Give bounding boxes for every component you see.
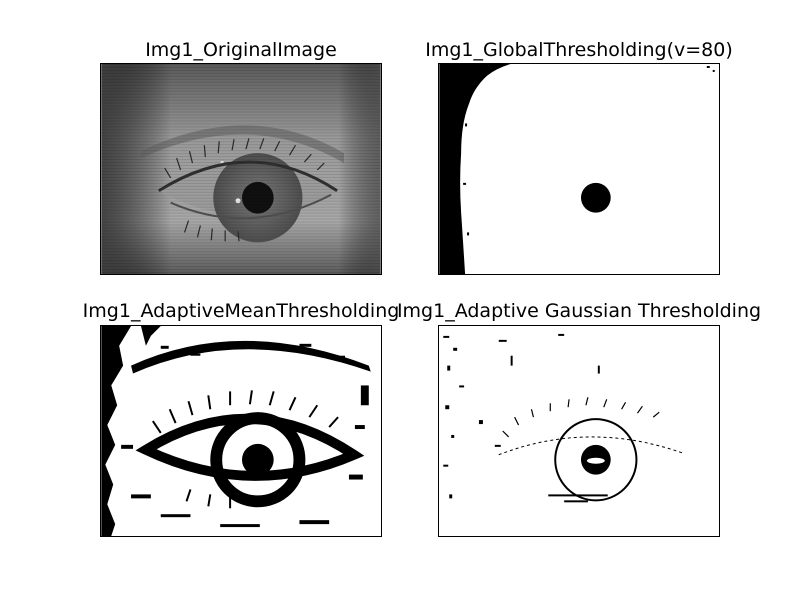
panel-title-global: Img1_GlobalThresholding(v=80) — [425, 39, 733, 61]
original-eye-image — [101, 64, 381, 274]
panel-adaptive-gaussian — [438, 325, 720, 537]
panel-title-adaptive-mean: Img1_AdaptiveMeanThresholding — [82, 300, 400, 322]
adaptive-mean-image — [101, 326, 381, 536]
panel-adaptive-mean — [100, 325, 382, 537]
panel-original-image — [100, 63, 382, 275]
panel-global-thresholding — [438, 63, 720, 275]
panel-title-original: Img1_OriginalImage — [145, 39, 337, 61]
panel-title-adaptive-gaussian: Img1_Adaptive Gaussian Thresholding — [396, 300, 762, 322]
adaptive-gaussian-image — [439, 326, 719, 536]
global-threshold-image — [439, 64, 719, 274]
